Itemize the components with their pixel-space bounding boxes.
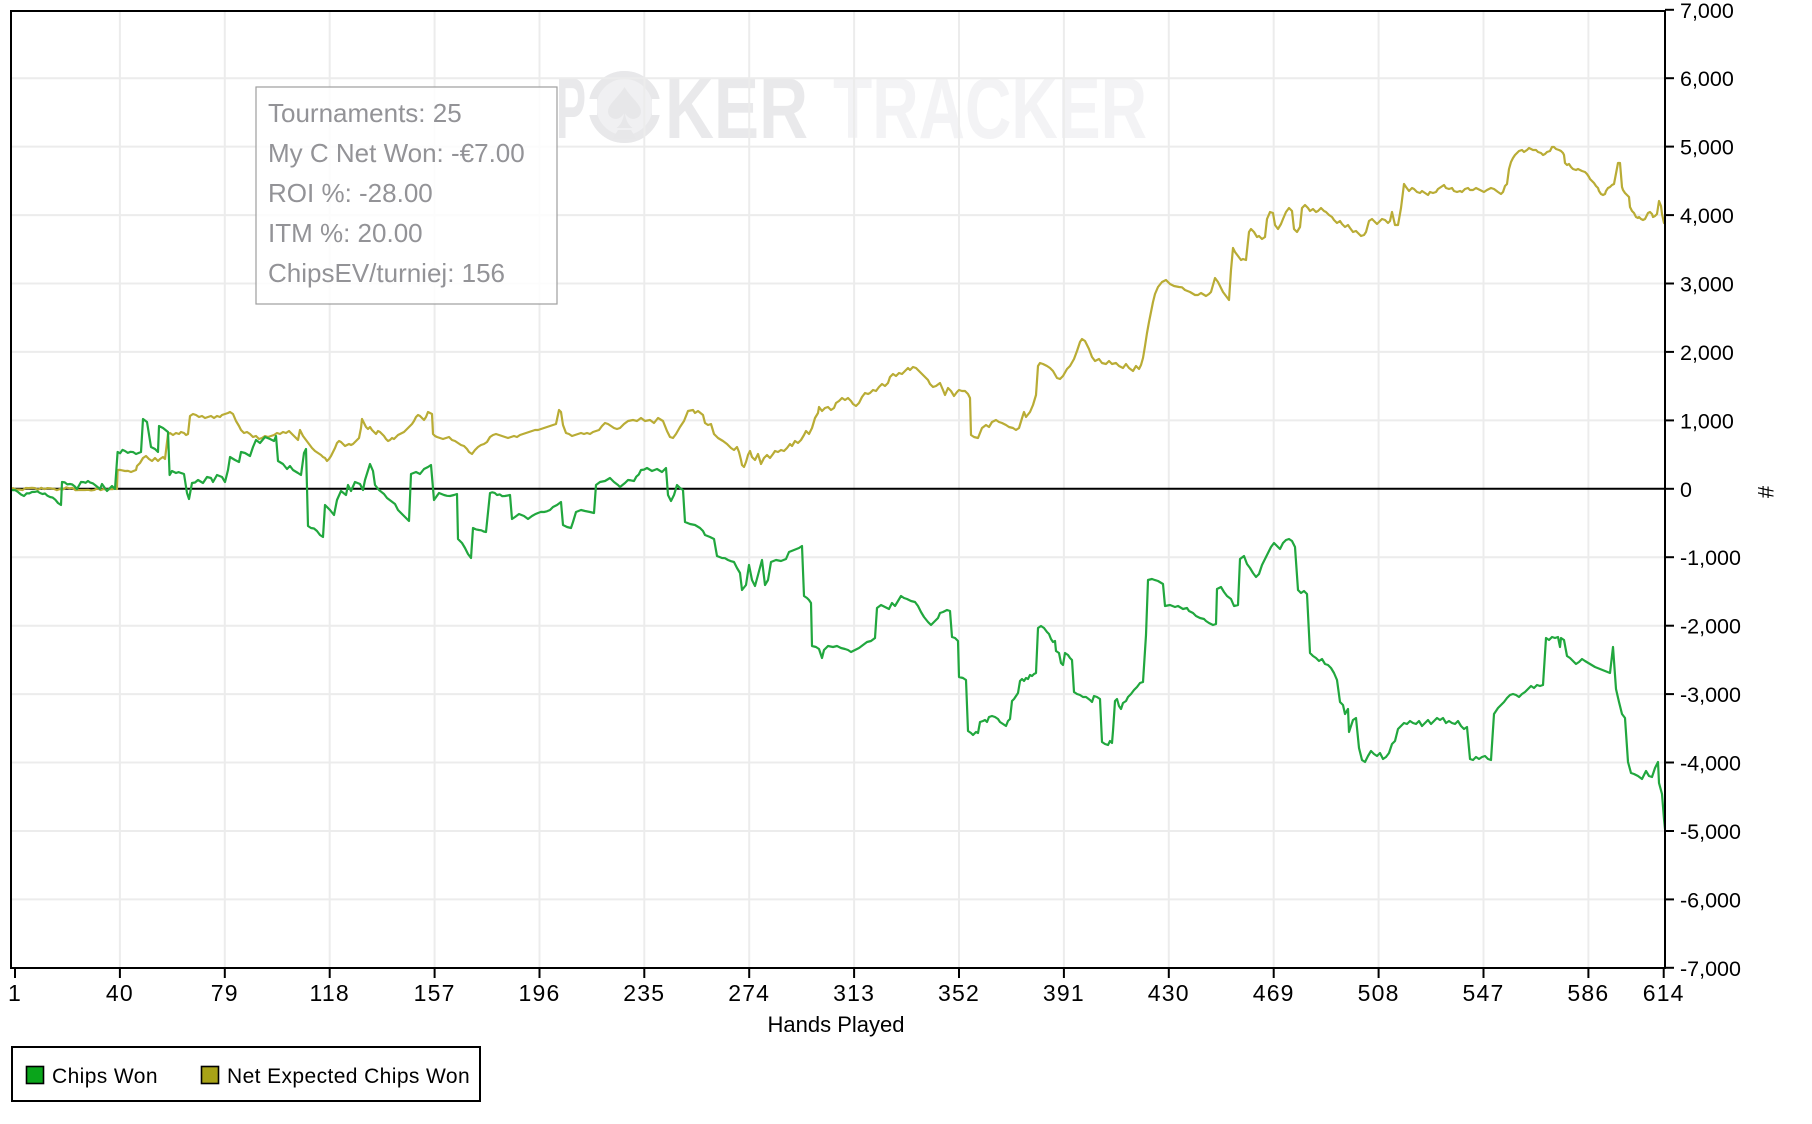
- svg-text:5,000: 5,000: [1680, 136, 1734, 160]
- svg-text:469: 469: [1253, 980, 1295, 1006]
- svg-text:313: 313: [833, 980, 875, 1006]
- svg-text:P: P: [556, 61, 586, 157]
- svg-text:586: 586: [1567, 980, 1609, 1006]
- svg-text:391: 391: [1043, 980, 1085, 1006]
- svg-text:-2,000: -2,000: [1680, 615, 1741, 639]
- svg-text:ChipsEV/turniej: 156: ChipsEV/turniej: 156: [268, 258, 505, 288]
- svg-text:614: 614: [1643, 980, 1685, 1006]
- svg-text:ROI %: -28.00: ROI %: -28.00: [268, 178, 433, 208]
- svg-text:4,000: 4,000: [1680, 204, 1734, 228]
- svg-text:274: 274: [728, 980, 770, 1006]
- svg-text:My C Net Won: -€7.00: My C Net Won: -€7.00: [268, 138, 525, 168]
- svg-text:-6,000: -6,000: [1680, 888, 1741, 912]
- svg-text:Tournaments: 25: Tournaments: 25: [268, 98, 462, 128]
- svg-text:-5,000: -5,000: [1680, 820, 1741, 844]
- svg-text:KER: KER: [665, 61, 808, 157]
- svg-text:40: 40: [106, 980, 134, 1006]
- svg-text:157: 157: [414, 980, 456, 1006]
- svg-text:1: 1: [8, 980, 22, 1006]
- svg-text:-7,000: -7,000: [1680, 957, 1741, 981]
- svg-text:1,000: 1,000: [1680, 409, 1734, 433]
- svg-text:0: 0: [1680, 478, 1692, 502]
- svg-text:79: 79: [211, 980, 239, 1006]
- svg-text:#: #: [1753, 486, 1778, 499]
- svg-text:118: 118: [310, 980, 350, 1006]
- svg-text:547: 547: [1463, 980, 1505, 1006]
- svg-text:508: 508: [1358, 980, 1400, 1006]
- svg-text:430: 430: [1148, 980, 1190, 1006]
- svg-text:TRACKER: TRACKER: [833, 61, 1147, 157]
- svg-text:235: 235: [623, 980, 665, 1006]
- svg-text:352: 352: [938, 980, 980, 1006]
- svg-text:ITM %: 20.00: ITM %: 20.00: [268, 218, 423, 248]
- svg-text:Net Expected Chips Won: Net Expected Chips Won: [227, 1065, 470, 1088]
- svg-text:-3,000: -3,000: [1680, 683, 1741, 707]
- svg-text:2,000: 2,000: [1680, 341, 1734, 365]
- svg-text:3,000: 3,000: [1680, 273, 1734, 297]
- svg-text:-1,000: -1,000: [1680, 546, 1741, 570]
- svg-text:-4,000: -4,000: [1680, 752, 1741, 776]
- svg-text:Chips Won: Chips Won: [52, 1065, 158, 1088]
- svg-text:196: 196: [519, 980, 561, 1006]
- svg-text:7,000: 7,000: [1680, 0, 1734, 23]
- svg-text:6,000: 6,000: [1680, 67, 1734, 91]
- svg-text:Hands Played: Hands Played: [768, 1012, 905, 1037]
